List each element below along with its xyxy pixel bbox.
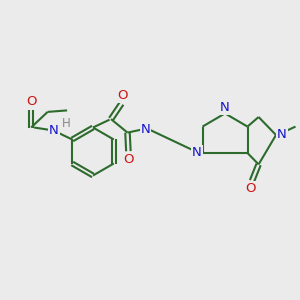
Text: O: O [118,88,128,102]
Text: O: O [123,153,134,166]
Text: N: N [49,124,58,137]
Text: N: N [141,123,150,136]
Text: N: N [220,101,230,114]
Text: H: H [62,117,70,130]
Text: O: O [245,182,256,195]
Text: O: O [26,94,36,108]
Text: N: N [192,146,202,160]
Text: N: N [277,128,287,142]
